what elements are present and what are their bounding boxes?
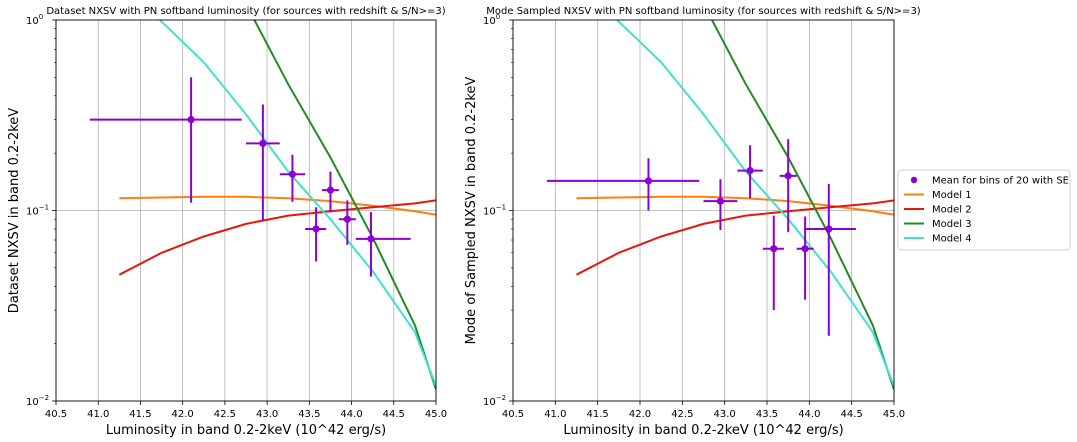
data-point bbox=[770, 245, 778, 253]
y-tick-label: 10−1 bbox=[483, 204, 506, 218]
legend-label: Model 3 bbox=[932, 219, 972, 230]
x-tick-label: 41.5 bbox=[587, 409, 609, 420]
series-line-model-3 bbox=[711, 20, 894, 390]
x-tick-label: 44.0 bbox=[798, 409, 820, 420]
x-tick-label: 44.5 bbox=[841, 409, 863, 420]
y-axis-label: Mode of Sampled NXSV in band 0.2-2keV bbox=[464, 77, 479, 345]
data-point bbox=[825, 225, 833, 233]
x-axis-label: Luminosity in band 0.2-2keV (10^42 erg/s… bbox=[563, 423, 843, 438]
legend-marker bbox=[910, 176, 918, 184]
legend-label: Mean for bins of 20 with SE bbox=[932, 176, 1069, 187]
legend-entry: Mean for bins of 20 with SE bbox=[910, 176, 1069, 187]
series-line-model-1 bbox=[576, 195, 894, 216]
x-tick-label: 43.0 bbox=[256, 409, 278, 420]
plot-area bbox=[89, 20, 436, 390]
x-tick-label: 41.0 bbox=[87, 409, 109, 420]
x-tick-label: 42.5 bbox=[214, 409, 236, 420]
chart-panel-1: 40.5 41.0 41.5 42.0 42.5 43.0 43.5 44.0 44.5 45.0… bbox=[7, 6, 447, 438]
legend-entry: Model 2 bbox=[904, 205, 972, 216]
series-line-model-2 bbox=[118, 199, 436, 276]
x-tick-label: 42.5 bbox=[671, 409, 693, 420]
data-point bbox=[716, 197, 725, 205]
x-tick-label: 45.0 bbox=[883, 409, 905, 420]
plot-area bbox=[546, 20, 894, 390]
y-tick-label: 100 bbox=[483, 13, 500, 27]
data-point bbox=[343, 215, 351, 223]
series-line-model-4 bbox=[159, 20, 436, 387]
legend-entry: Model 4 bbox=[904, 234, 972, 245]
series-line-model-2 bbox=[576, 199, 894, 276]
x-tick-label: 41.0 bbox=[544, 409, 566, 420]
data-point bbox=[312, 225, 320, 233]
series-line-model-4 bbox=[616, 20, 894, 387]
y-tick-label: 10−2 bbox=[26, 394, 49, 408]
x-tick-label: 44.5 bbox=[383, 409, 405, 420]
legend-label: Model 4 bbox=[932, 234, 972, 245]
data-point bbox=[644, 177, 653, 185]
y-axis-label: Dataset NXSV in band 0.2-2keV bbox=[7, 108, 22, 313]
x-tick-label: 43.5 bbox=[756, 409, 778, 420]
data-point bbox=[746, 166, 754, 175]
x-tick-label: 40.5 bbox=[45, 409, 67, 420]
x-tick-label: 45.0 bbox=[425, 409, 447, 420]
legend: Mean for bins of 20 with SE Model 1 Model … bbox=[897, 169, 1071, 251]
x-tick-label: 42.0 bbox=[629, 409, 651, 420]
data-point bbox=[326, 186, 335, 194]
data-point bbox=[187, 116, 195, 124]
legend-label: Model 1 bbox=[932, 190, 972, 201]
chart-title: Dataset NXSV with PN softband luminosity… bbox=[46, 6, 445, 17]
legend-entry: Model 3 bbox=[904, 219, 972, 230]
x-tick-label: 41.5 bbox=[129, 409, 151, 420]
data-point bbox=[801, 245, 809, 253]
series-line-model-1 bbox=[119, 195, 436, 216]
x-tick-label: 42.0 bbox=[172, 409, 194, 420]
chart-title: Mode Sampled NXSV with PN softband lumin… bbox=[486, 6, 921, 17]
x-tick-label: 40.5 bbox=[502, 409, 524, 420]
y-tick-label: 10−2 bbox=[483, 394, 506, 408]
legend-entry: Model 1 bbox=[904, 190, 972, 201]
y-tick-label: 10−1 bbox=[26, 204, 49, 218]
data-point bbox=[288, 170, 297, 178]
series-line-model-3 bbox=[253, 20, 436, 390]
x-tick-label: 44.0 bbox=[340, 409, 362, 420]
y-tick-label: 100 bbox=[26, 13, 43, 27]
legend-label: Model 2 bbox=[932, 205, 972, 216]
x-axis-label: Luminosity in band 0.2-2keV (10^42 erg/s… bbox=[106, 423, 386, 438]
chart-panel-2: 40.5 41.0 41.5 42.0 42.5 43.0 43.5 44.0 44.5 45.0… bbox=[464, 6, 921, 438]
legend-box bbox=[897, 169, 1071, 251]
x-tick-label: 43.0 bbox=[714, 409, 736, 420]
x-tick-label: 43.5 bbox=[298, 409, 320, 420]
data-point bbox=[367, 235, 375, 243]
data-point bbox=[784, 172, 792, 180]
data-point bbox=[259, 139, 267, 148]
